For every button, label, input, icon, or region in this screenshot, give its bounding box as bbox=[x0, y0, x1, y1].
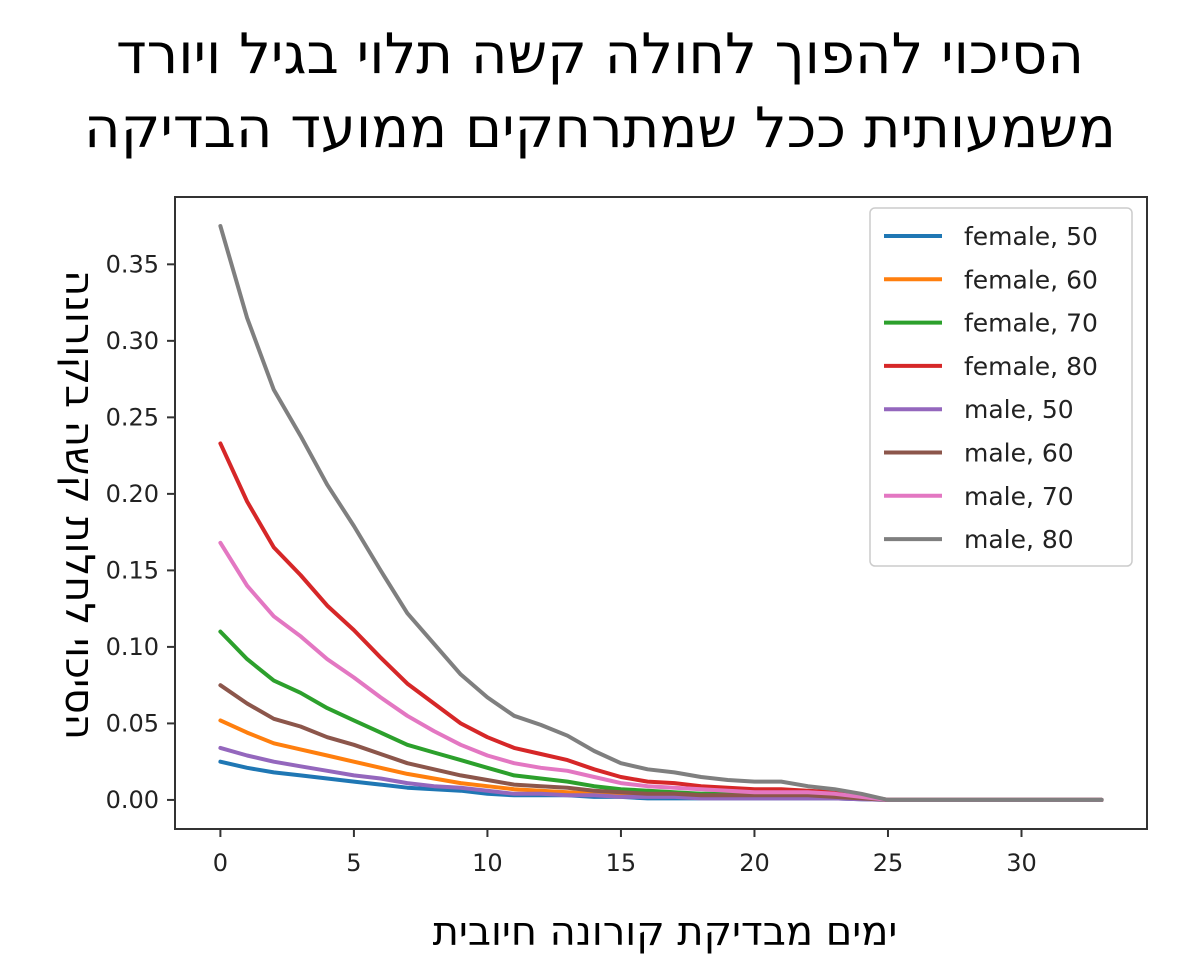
series-layer bbox=[218, 224, 1104, 802]
chart-title-line-2: משמעותית ככל שמתרחקים ממועד הבדיקה bbox=[84, 96, 1116, 161]
y-tick-label: 0.15 bbox=[106, 556, 159, 584]
y-tick-label: 0.10 bbox=[106, 633, 159, 661]
x-tick-label: 30 bbox=[1006, 849, 1037, 877]
legend-label: female, 50 bbox=[964, 222, 1098, 251]
legend-label: female, 60 bbox=[964, 265, 1098, 294]
y-tick-label: 0.20 bbox=[106, 480, 159, 508]
y-tick-label: 0.30 bbox=[106, 327, 159, 355]
axis-ticks: 0 5 10 15 20 25 30 0.00 0.05 0.10 0.15 0.20 0.25 0.30… bbox=[106, 250, 1037, 877]
legend-box bbox=[869, 207, 1133, 567]
y-tick-label: 0.05 bbox=[106, 709, 159, 737]
plot-frame bbox=[174, 196, 1148, 830]
x-tick-label: 0 bbox=[213, 849, 228, 877]
legend-label: male, 70 bbox=[964, 482, 1074, 511]
x-axis-label: ימים מבדיקת קורונה חיובית bbox=[433, 909, 898, 955]
series-line-male-80 bbox=[218, 224, 1104, 802]
x-tick-label: 5 bbox=[346, 849, 361, 877]
x-tick-label: 25 bbox=[873, 849, 904, 877]
legend-label: male, 80 bbox=[964, 525, 1074, 554]
legend-label: male, 60 bbox=[964, 439, 1074, 468]
y-axis-label: הסיכוי לחלות קשה בקורונה bbox=[56, 270, 102, 740]
legend-label: male, 50 bbox=[964, 395, 1074, 424]
y-tick-label: 0.35 bbox=[106, 250, 159, 278]
x-tick-label: 15 bbox=[606, 849, 637, 877]
y-tick-label: 0.25 bbox=[106, 403, 159, 431]
chart-title-line-1: הסיכוי להפוך לחולה קשה תלוי בגיל ויורד bbox=[116, 22, 1084, 87]
x-tick-label: 10 bbox=[472, 849, 503, 877]
x-tick-label: 20 bbox=[739, 849, 770, 877]
legend-label: female, 70 bbox=[964, 309, 1098, 338]
y-tick-label: 0.00 bbox=[106, 786, 159, 814]
legend-label: female, 80 bbox=[964, 352, 1098, 381]
legend: female, 50 female, 60 female, 70 female, 80… bbox=[869, 207, 1133, 567]
